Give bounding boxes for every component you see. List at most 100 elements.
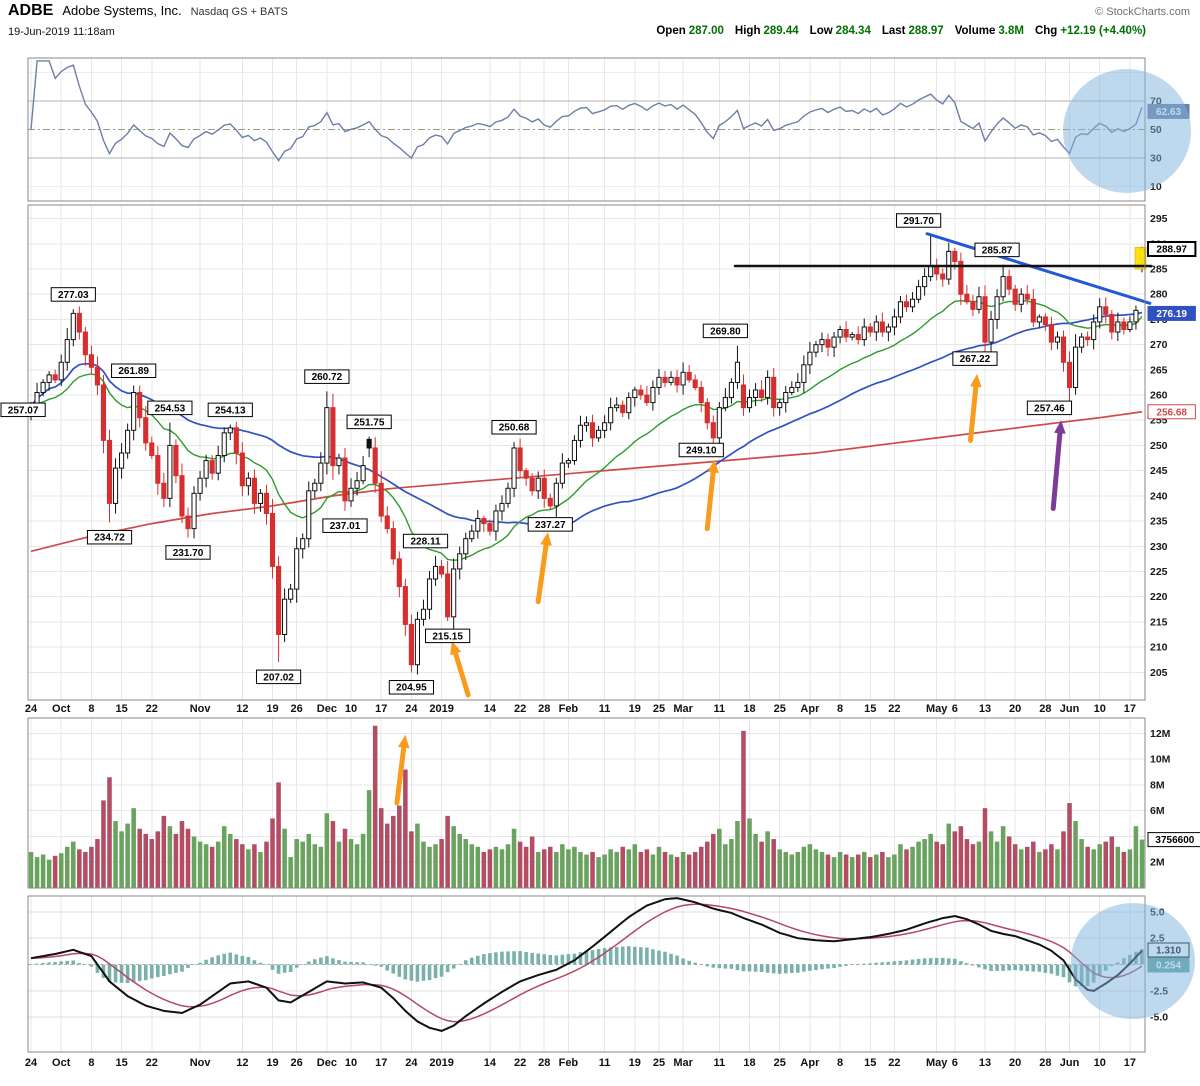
candle-body	[553, 482, 559, 507]
x-axis-label: 8	[88, 1057, 94, 1069]
volume-bar	[626, 849, 632, 888]
volume-bar	[958, 826, 964, 888]
x-axis-label: 18	[743, 703, 755, 715]
volume-bar	[288, 857, 293, 888]
volume-bar	[179, 821, 185, 888]
macd-histogram-bar	[693, 962, 697, 965]
annotation-arrow	[535, 542, 549, 605]
candle-body	[179, 475, 185, 517]
macd-histogram-bar	[832, 964, 836, 969]
annotation-label-box	[346, 414, 392, 430]
candle-body	[137, 392, 143, 419]
macd-histogram-bar	[675, 955, 679, 965]
candle-body	[1012, 288, 1018, 305]
x-axis-label: 2019	[429, 1057, 453, 1069]
annotation-label-box	[425, 628, 471, 644]
volume-bar	[324, 813, 330, 888]
x-axis-label: 15	[864, 703, 876, 715]
volume-bar	[1061, 831, 1066, 888]
volume-bar	[1067, 803, 1072, 888]
x-axis-label: 22	[514, 703, 526, 715]
annotation-arrow-head	[970, 373, 982, 388]
volume-bar	[46, 859, 52, 888]
macd-histogram-bar	[620, 946, 625, 965]
candle-body	[922, 276, 928, 288]
macd-histogram-bar	[590, 950, 595, 965]
macd-histogram-bar	[753, 964, 758, 972]
annotation-label-text: 277.03	[58, 290, 89, 301]
volume-bar	[52, 855, 58, 888]
y-axis-label: 230	[1150, 541, 1168, 553]
macd-histogram-bar	[222, 953, 227, 965]
candle-body	[221, 432, 227, 457]
volume-bar	[318, 846, 324, 888]
x-axis-label: Nov	[190, 703, 212, 715]
x-axis-label: 11	[714, 703, 726, 715]
macd-histogram-bar	[928, 958, 933, 965]
macd-histogram-bar	[174, 964, 178, 973]
volume-bar	[608, 849, 613, 888]
candle-body	[1079, 336, 1085, 348]
volume-bar	[517, 841, 523, 888]
volume-bar	[535, 851, 541, 888]
x-axis-label: 8	[837, 1057, 843, 1069]
candle-body	[819, 339, 825, 346]
macd-histogram-bar	[608, 947, 613, 965]
candle-body	[849, 334, 855, 338]
volume-bar	[89, 846, 94, 888]
candle-body	[269, 512, 276, 567]
macd-histogram-bar	[796, 964, 800, 973]
chart-header: ADBE Adobe Systems, Inc. Nasdaq GS + BAT…	[8, 2, 288, 20]
macd-histogram-bar	[705, 964, 710, 967]
volume-bar	[77, 849, 82, 888]
x-axis-label: 10	[1094, 703, 1106, 715]
volume-bar	[1037, 851, 1042, 888]
volume-bar	[934, 841, 939, 888]
chart-datetime: 19-Jun-2019 11:18am	[8, 26, 115, 38]
candle-body	[583, 422, 590, 426]
x-axis-label: Dec	[317, 703, 337, 715]
volume-bar	[1139, 839, 1145, 888]
candle-body	[650, 386, 656, 404]
macd-histogram-bar	[536, 953, 540, 965]
x-axis-label: Apr	[800, 1057, 820, 1069]
candle-body	[58, 361, 64, 381]
macd-histogram-bar	[922, 958, 927, 965]
annotation-label-box	[86, 529, 133, 545]
macd-histogram-bar	[463, 960, 468, 965]
macd-histogram-bar	[83, 964, 88, 966]
macd-histogram-bar	[204, 959, 208, 965]
volume-bar	[541, 849, 547, 888]
macd-histogram-bar	[355, 962, 359, 965]
candle-body	[614, 404, 620, 409]
annotation-label-box	[974, 242, 1020, 258]
annotation-label-text: 215.15	[432, 631, 463, 642]
volume-bar	[155, 831, 161, 888]
candle-body	[402, 586, 408, 625]
x-axis-label: 28	[538, 1057, 550, 1069]
volume-bar	[173, 833, 179, 888]
macd-histogram-bar	[306, 961, 311, 965]
volume-bar	[348, 839, 354, 888]
volume-bar	[735, 821, 740, 888]
volume-bar	[1049, 844, 1054, 888]
annotation-label-text: 237.27	[535, 520, 566, 531]
candle-body	[813, 344, 819, 353]
candle-body	[964, 293, 970, 303]
candle-body	[535, 477, 541, 492]
volume-bar	[1018, 849, 1024, 888]
macd-histogram-bar	[439, 964, 444, 977]
x-axis-label: May	[926, 1057, 948, 1069]
macd-histogram-bar	[826, 964, 830, 969]
macd-histogram-bar	[789, 964, 794, 974]
volume-bar	[650, 854, 656, 888]
candle-body	[1030, 298, 1036, 323]
x-axis-label: 14	[484, 1057, 497, 1069]
candle-body	[771, 376, 777, 409]
macd-histogram-bar	[802, 964, 806, 972]
y-axis-label: 6M	[1150, 805, 1165, 817]
candle-body	[378, 482, 384, 517]
macd-histogram-bar	[886, 961, 891, 965]
x-axis-label: 10	[1094, 1057, 1106, 1069]
candle-body	[559, 462, 565, 484]
